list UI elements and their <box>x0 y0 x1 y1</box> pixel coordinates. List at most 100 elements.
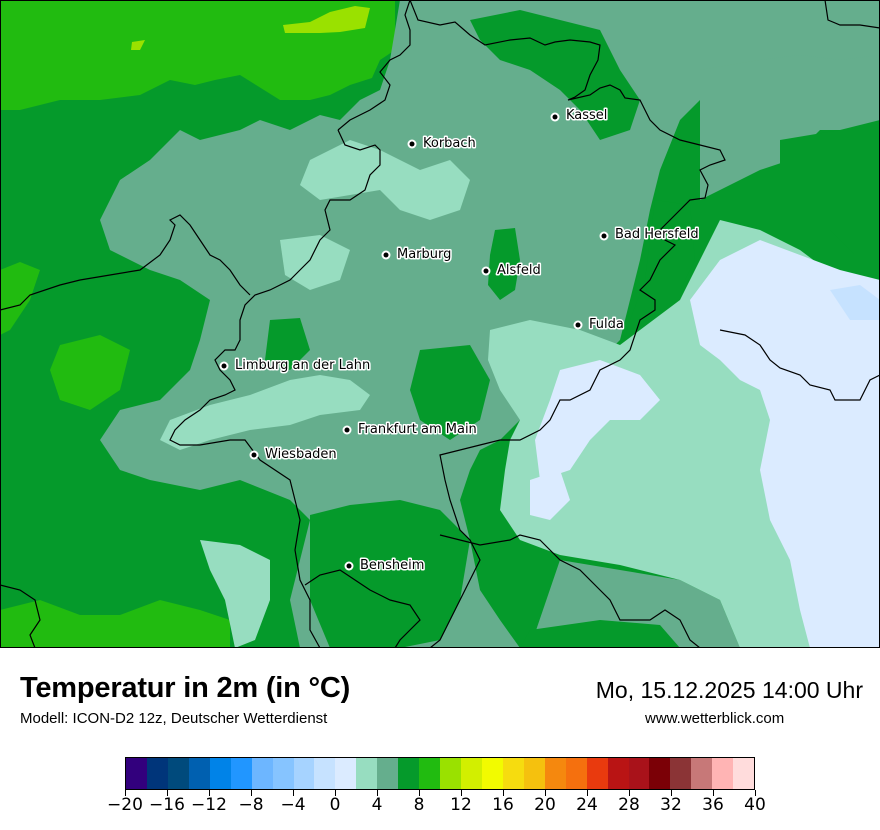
temp-field-12-small <box>131 40 145 50</box>
colorbar-segment <box>126 758 147 789</box>
city-label-wiesbaden: Wiesbaden <box>265 447 337 462</box>
border-west-2 <box>0 214 251 311</box>
colorbar-tick <box>418 790 420 796</box>
temp-field-2-deep <box>830 285 880 320</box>
temp-field-4-wiesbaden <box>160 375 370 450</box>
city-dot-center-icon <box>221 363 227 369</box>
city-dot-center-icon <box>552 114 558 120</box>
colorbar-tick-label: −12 <box>191 795 227 815</box>
colorbar-tick-label: 16 <box>492 795 514 815</box>
colorbar-tick <box>208 790 210 796</box>
colorbar-segment <box>733 758 755 789</box>
colorbar-tick-label: −4 <box>280 795 306 815</box>
border-south <box>304 569 421 648</box>
city-label-fulda: Fulda <box>589 317 624 332</box>
city-dot-center-icon <box>575 322 581 328</box>
colorbar-segment <box>691 758 713 789</box>
city-label-bensheim: Bensheim <box>360 558 424 573</box>
temp-field-8-limburg <box>265 318 310 370</box>
city-label-alsfeld: Alsfeld <box>497 263 541 278</box>
colorbar-tick <box>292 790 294 796</box>
city-wiesbaden[interactable]: Wiesbaden <box>249 446 338 464</box>
city-dot-center-icon <box>344 427 350 433</box>
city-label-kassel: Kassel <box>566 108 607 123</box>
colorbar-segment <box>167 758 189 789</box>
city-alsfeld[interactable]: Alsfeld <box>481 262 542 280</box>
colorbar-segment <box>335 758 357 789</box>
city-dot-center-icon <box>251 452 257 458</box>
temp-field-8-island-alsfeld <box>488 228 520 300</box>
colorbar-segment <box>649 758 671 789</box>
city-frankfurt[interactable]: Frankfurt am Main <box>342 421 478 439</box>
colorbar-tick <box>754 790 756 796</box>
city-dot-center-icon <box>346 563 352 569</box>
border-south-east <box>439 534 701 648</box>
colorbar-tick-label: 8 <box>413 795 425 815</box>
colorbar-tick <box>586 790 588 796</box>
city-bad-hersfeld[interactable]: Bad Hersfeld <box>599 226 700 244</box>
temp-field-2-east <box>690 240 880 648</box>
colorbar-tick-label: 40 <box>744 795 766 815</box>
city-dot-center-icon <box>409 141 415 147</box>
city-korbach[interactable]: Korbach <box>407 135 477 153</box>
temp-field-2-patch <box>530 470 570 520</box>
temperature-map[interactable]: Kassel Korbach Bad Hersfeld Marburg Alsf <box>0 0 880 648</box>
city-label-korbach: Korbach <box>423 136 476 151</box>
colorbar-tick <box>166 790 168 796</box>
colorbar-tick <box>544 790 546 796</box>
temp-field-8-south <box>310 500 470 648</box>
map-title: Temperatur in 2m (in °C) <box>20 672 351 704</box>
border-east <box>719 329 880 401</box>
city-marburg[interactable]: Marburg <box>381 246 453 264</box>
colorbar-tick-label: 12 <box>450 795 472 815</box>
city-limburg[interactable]: Limburg an der Lahn <box>219 357 372 375</box>
colorbar-segment <box>481 758 503 789</box>
city-kassel[interactable]: Kassel <box>550 107 609 125</box>
colorbar-tick-label: −16 <box>149 795 185 815</box>
website-link[interactable]: www.wetterblick.com <box>645 710 785 727</box>
colorbar-segment <box>461 758 482 789</box>
colorbar-tick-label: −20 <box>107 795 143 815</box>
colorbar-segment <box>712 758 734 789</box>
temp-field-10-sw <box>0 600 230 648</box>
colorbar-segment <box>607 758 629 789</box>
colorbar-segment <box>314 758 336 789</box>
colorbar-tick <box>334 790 336 796</box>
temp-field-4-marburg <box>280 235 350 290</box>
colorbar-tick-label: 32 <box>660 795 682 815</box>
colorbar-segment <box>188 758 210 789</box>
temp-field-4-south-central <box>200 540 270 648</box>
city-dot-center-icon <box>483 268 489 274</box>
colorbar-ticks: −20 −16 −12 −8 −4 0 4 8 12 16 20 24 28 32 36 40 <box>107 790 766 830</box>
colorbar-segment <box>398 758 420 789</box>
temp-field-8-se <box>520 620 680 648</box>
border-hessen-west <box>337 0 411 131</box>
colorbar-segment <box>586 758 608 789</box>
city-label-frankfurt: Frankfurt am Main <box>358 422 477 437</box>
colorbar-segment <box>209 758 231 789</box>
temp-field-8-east-block <box>780 120 880 270</box>
city-dot-center-icon <box>383 252 389 258</box>
colorbar-segment <box>544 758 566 789</box>
colorbar-segment <box>419 758 441 789</box>
colorbar-tick-label: 4 <box>371 795 383 815</box>
border-sw-corner <box>0 584 41 648</box>
temp-field-2-south <box>535 360 660 480</box>
map-canvas: Kassel Korbach Bad Hersfeld Marburg Alsf <box>0 0 880 648</box>
temp-field-12 <box>283 6 370 33</box>
colorbar-tick <box>250 790 252 796</box>
colorbar-segment <box>356 758 378 789</box>
colorbar-tick <box>670 790 672 796</box>
colorbar-tick-label: 20 <box>534 795 556 815</box>
city-label-marburg: Marburg <box>397 247 451 262</box>
temp-field-8-frankfurt <box>410 345 490 440</box>
city-markers: Kassel Korbach Bad Hersfeld Marburg Alsf <box>219 107 700 575</box>
colorbar-tick <box>124 790 126 796</box>
model-source: Modell: ICON-D2 12z, Deutscher Wetterdie… <box>20 710 328 727</box>
colorbar-segment <box>251 758 273 789</box>
city-bensheim[interactable]: Bensheim <box>344 557 426 575</box>
colorbar-segment <box>565 758 587 789</box>
colorbar-segment <box>628 758 650 789</box>
city-fulda[interactable]: Fulda <box>573 316 625 334</box>
state-borders <box>0 0 880 648</box>
